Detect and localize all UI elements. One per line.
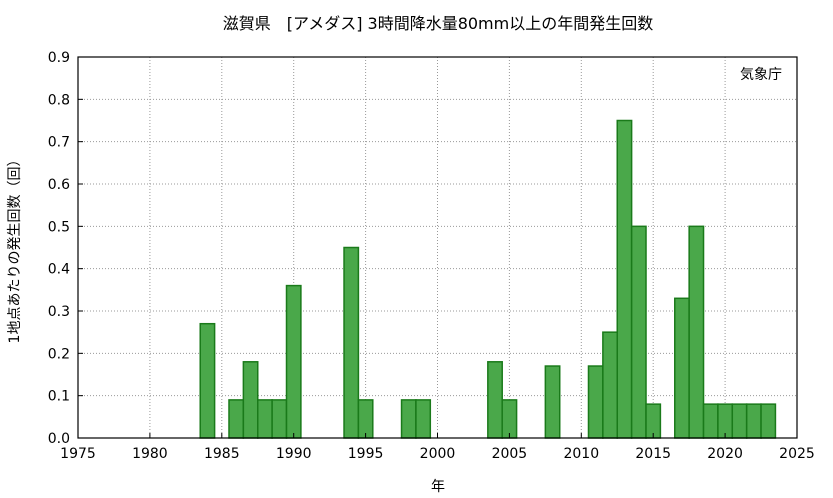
bar-2019 xyxy=(702,403,719,439)
bars xyxy=(199,119,777,439)
bar-1987 xyxy=(242,361,259,439)
x-tick-label: 1980 xyxy=(132,446,168,462)
bar-2004 xyxy=(487,361,503,439)
x-tick-label: 2010 xyxy=(563,446,599,462)
bar-2023 xyxy=(760,403,777,439)
grid xyxy=(78,57,797,438)
y-tick-label: 0.8 xyxy=(48,92,70,108)
y-axis-ticks: 0.0 0.1 0.2 0.3 0.4 0.5 0.6 0.7 0.8 0.9 xyxy=(48,50,83,447)
y-tick-label: 0.6 xyxy=(48,177,70,193)
x-axis-label: 年 xyxy=(431,479,445,495)
source-note: 気象庁 xyxy=(740,67,782,83)
x-tick-label: 1985 xyxy=(204,446,240,462)
bar-2017 xyxy=(674,297,690,439)
bar-2018 xyxy=(688,225,705,439)
x-tick-label: 1995 xyxy=(348,446,384,462)
y-tick-label: 0.3 xyxy=(48,304,70,320)
bar-1994 xyxy=(343,246,360,439)
bar-2021 xyxy=(731,403,748,439)
x-tick-label: 1990 xyxy=(276,446,312,462)
x-axis-ticks: 1975 1980 1985 1990 1995 2000 2005 2010 2015 2020… xyxy=(60,433,815,462)
bar-1999 xyxy=(415,399,432,439)
bar-1990 xyxy=(285,284,302,439)
chart-title: 滋賀県 [アメダス] 3時間降水量80mm以上の年間発生回数 xyxy=(223,14,653,33)
y-tick-label: 0.0 xyxy=(48,431,70,447)
bar-1984 xyxy=(199,322,216,439)
y-tick-label: 0.1 xyxy=(48,389,70,405)
bar-1995 xyxy=(357,399,374,439)
bar-2015 xyxy=(645,403,662,439)
x-tick-label: 2020 xyxy=(707,446,743,462)
x-tick-label: 2025 xyxy=(779,446,815,462)
bar-1989 xyxy=(271,399,288,439)
bar-2022 xyxy=(745,403,762,439)
y-tick-label: 0.7 xyxy=(48,135,70,151)
y-tick-label: 0.5 xyxy=(48,219,70,235)
bar-2013 xyxy=(616,119,633,439)
bar-2014 xyxy=(630,225,647,439)
x-tick-label: 1975 xyxy=(60,446,96,462)
y-tick-label: 0.4 xyxy=(48,262,70,278)
y-tick-label: 0.2 xyxy=(48,346,70,362)
x-tick-label: 2000 xyxy=(420,446,456,462)
bar-1988 xyxy=(257,399,273,439)
bar-2005 xyxy=(501,399,518,439)
x-tick-label: 2005 xyxy=(492,446,528,462)
bar-1986 xyxy=(228,399,245,439)
bar-2012 xyxy=(602,331,618,439)
bar-2008 xyxy=(544,365,561,439)
y-axis-label: 1地点あたりの発生回数（回） xyxy=(7,153,23,344)
x-tick-label: 2015 xyxy=(635,446,671,462)
y-tick-label: 0.9 xyxy=(48,50,70,66)
bar-2011 xyxy=(587,365,604,439)
bar-1998 xyxy=(400,399,417,439)
bar-2020 xyxy=(717,403,734,439)
